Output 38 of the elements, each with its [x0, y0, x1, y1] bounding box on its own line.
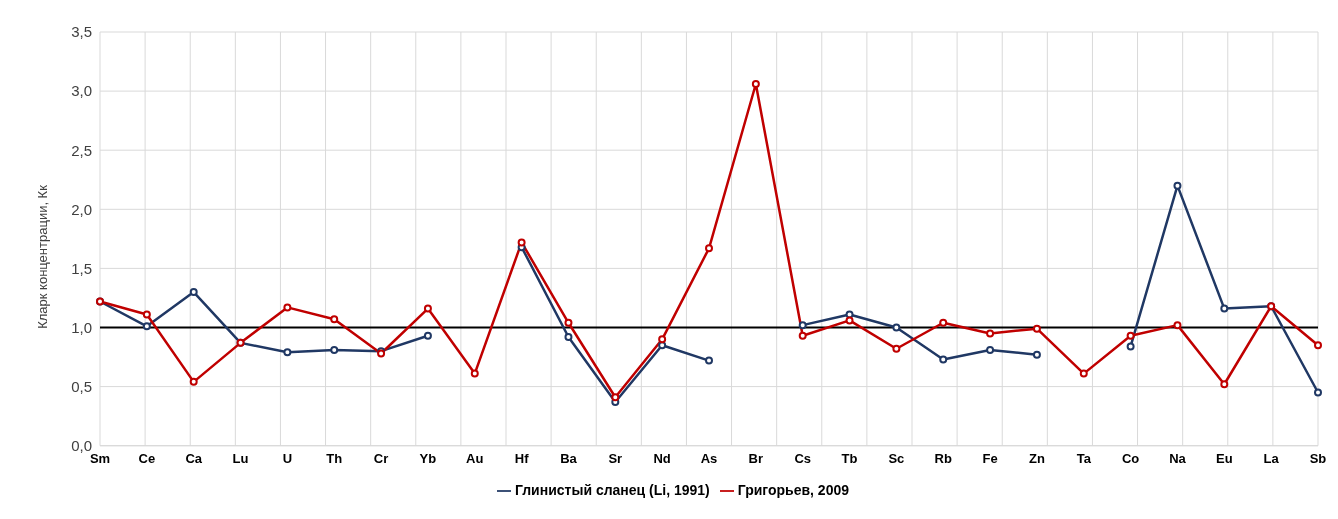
x-tick-label: Sr	[608, 450, 623, 466]
x-tick-label: Cr	[373, 450, 389, 466]
x-tick-label: Co	[1121, 450, 1140, 466]
x-tick-label: Cs	[794, 450, 811, 466]
y-tick-label: 0,5	[71, 377, 92, 395]
x-tick-label: U	[282, 450, 293, 466]
x-tick-label: Th	[326, 450, 343, 466]
x-tick-label: Zn	[1028, 450, 1045, 466]
x-tick-label: Na	[1169, 450, 1187, 466]
x-tick-label: Br	[748, 450, 764, 466]
y-tick-label: 2,0	[71, 200, 92, 218]
x-tick-label: Fe	[982, 450, 998, 466]
x-tick-label: As	[700, 450, 718, 466]
x-tick-label: Eu	[1216, 450, 1233, 466]
x-tick-label: Tb	[841, 450, 858, 466]
y-tick-label: 2,5	[71, 141, 92, 159]
x-tick-label: Sb	[1309, 450, 1327, 466]
x-tick-label: Hf	[514, 450, 530, 466]
y-tick-label: 1,5	[71, 259, 92, 277]
x-tick-label: Lu	[232, 450, 249, 466]
x-tick-label: Rb	[934, 450, 952, 466]
x-tick-label: La	[1263, 450, 1280, 466]
x-tick-label: Nd	[653, 450, 671, 466]
y-tick-label: 3,0	[71, 82, 92, 100]
y-tick-label: 0,0	[71, 437, 92, 455]
x-tick-label: Ba	[560, 450, 578, 466]
x-tick-label: Ca	[185, 450, 203, 466]
x-tick-label: Sm	[89, 450, 111, 466]
x-tick-label: Yb	[419, 450, 437, 466]
y-axis-title: Кларк концентрации, Кк	[34, 184, 50, 329]
legend-label: Глинистый сланец (Li, 1991)	[514, 481, 710, 498]
y-tick-label: 3,5	[71, 23, 92, 41]
x-tick-label: Ta	[1076, 450, 1092, 466]
y-tick-label: 1,0	[71, 318, 92, 336]
x-tick-label: Sc	[888, 450, 905, 466]
x-tick-label: Ce	[138, 450, 156, 466]
x-tick-label: Au	[466, 450, 484, 466]
legend-label: Григорьев, 2009	[737, 481, 850, 498]
